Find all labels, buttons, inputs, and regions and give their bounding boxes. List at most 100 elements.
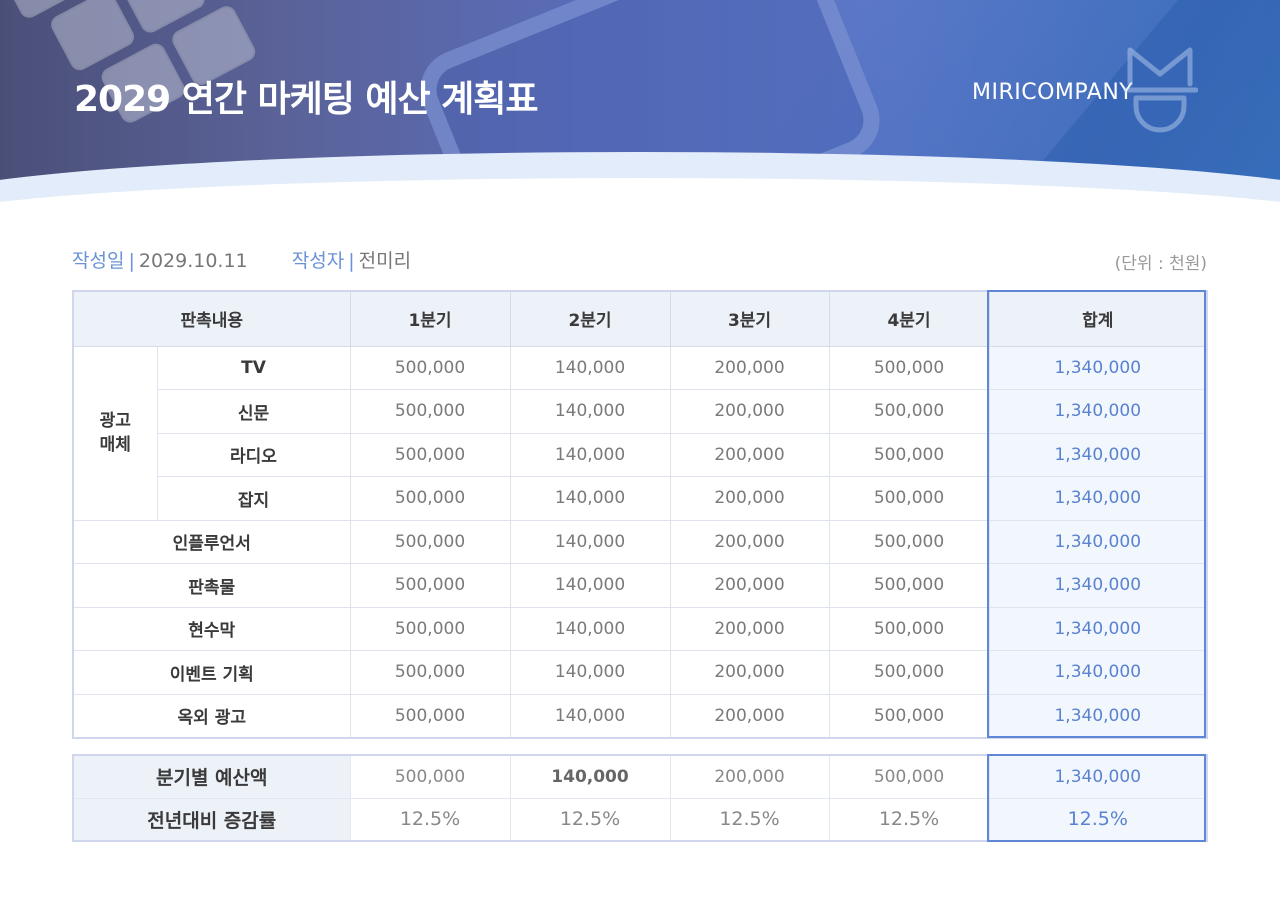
summary-q1: 500,000 — [349, 754, 511, 799]
author-separator: | — [348, 250, 355, 272]
header-banner: 2029 연간 마케팅 예산 계획표 MIRICOMPANY — [0, 0, 1280, 230]
budget-table: 판촉내용 1분기 2분기 3분기 4분기 합계 광고 매체 TV 500,000… — [72, 290, 1208, 739]
cell-q2: 140,000 — [509, 389, 671, 434]
summary-q2: 12.5% — [509, 797, 671, 842]
cell-q2: 140,000 — [509, 345, 671, 390]
summary-row-budget: 분기별 예산액 500,000 140,000 200,000 500,000 … — [72, 754, 1208, 799]
unit-note: (단위 : 천원) — [1114, 254, 1207, 274]
header-q4: 4분기 — [829, 291, 990, 347]
table-row: 판촉물 500,000 140,000 200,000 500,000 1,34… — [72, 563, 1208, 608]
cell-q1: 500,000 — [349, 606, 511, 651]
cell-q4: 500,000 — [828, 519, 990, 564]
row-label: 이벤트 기획 — [72, 650, 351, 695]
row-label: 판촉물 — [72, 563, 351, 608]
table-row: 인플루언서 500,000 140,000 200,000 500,000 1,… — [72, 519, 1208, 564]
summary-q1: 12.5% — [349, 797, 511, 842]
summary-total: 12.5% — [988, 797, 1208, 842]
cell-q3: 200,000 — [669, 345, 830, 390]
document-meta: 작성일 | 2029.10.11 작성자 | 전미리 — [72, 246, 411, 273]
cell-q2: 140,000 — [509, 519, 671, 564]
cell-q3: 200,000 — [669, 519, 830, 564]
cell-q3: 200,000 — [669, 693, 830, 738]
cell-total: 1,340,000 — [988, 389, 1208, 434]
summary-q2: 140,000 — [509, 754, 671, 799]
cell-total: 1,340,000 — [988, 519, 1208, 564]
summary-label: 분기별 예산액 — [72, 754, 351, 799]
header-q1: 1분기 — [350, 291, 511, 347]
summary-q3: 12.5% — [669, 797, 830, 842]
date-value: 2029.10.11 — [138, 250, 248, 272]
cell-total: 1,340,000 — [988, 476, 1208, 521]
summary-q3: 200,000 — [669, 754, 830, 799]
cell-total: 1,340,000 — [988, 345, 1208, 390]
summary-total: 1,340,000 — [988, 754, 1208, 799]
summary-row-growth: 전년대비 증감률 12.5% 12.5% 12.5% 12.5% 12.5% — [72, 797, 1208, 842]
row-label: 인플루언서 — [72, 519, 351, 564]
row-label: TV — [156, 345, 351, 390]
cell-total: 1,340,000 — [988, 563, 1208, 608]
cell-q1: 500,000 — [349, 519, 511, 564]
author-label: 작성자 — [291, 250, 345, 272]
table-row: 광고 매체 TV 500,000 140,000 200,000 500,000… — [72, 345, 1208, 521]
cell-q3: 200,000 — [669, 650, 830, 695]
table-row: 현수막 500,000 140,000 200,000 500,000 1,34… — [72, 606, 1208, 651]
cell-total: 1,340,000 — [988, 432, 1208, 477]
cell-q2: 140,000 — [509, 563, 671, 608]
row-label: 신문 — [156, 389, 351, 434]
cell-q4: 500,000 — [828, 606, 990, 651]
table-header-row: 판촉내용 1분기 2분기 3분기 4분기 합계 — [73, 291, 1208, 347]
cell-q3: 200,000 — [669, 606, 830, 651]
cell-q4: 500,000 — [828, 432, 990, 477]
summary-label: 전년대비 증감률 — [72, 797, 351, 842]
date-label: 작성일 — [72, 250, 125, 272]
header-total: 합계 — [989, 291, 1208, 347]
cell-q1: 500,000 — [349, 432, 511, 477]
row-label: 라디오 — [156, 432, 351, 477]
header-q2: 2분기 — [510, 291, 671, 347]
cell-q4: 500,000 — [828, 345, 990, 390]
cell-q4: 500,000 — [828, 693, 990, 738]
cell-total: 1,340,000 — [988, 606, 1208, 651]
cell-total: 1,340,000 — [988, 693, 1208, 738]
miricompany-logo-icon — [1123, 47, 1198, 133]
cell-q2: 140,000 — [509, 650, 671, 695]
cell-q2: 140,000 — [509, 693, 671, 738]
row-label: 옥외 광고 — [72, 693, 351, 738]
group-ad-media: 광고 매체 — [72, 345, 158, 521]
cell-q3: 200,000 — [669, 563, 830, 608]
page-title: 2029 연간 마케팅 예산 계획표 — [74, 79, 539, 120]
cell-q4: 500,000 — [828, 389, 990, 434]
cell-q3: 200,000 — [669, 476, 830, 521]
table-row: 잡지 500,000 140,000 200,000 500,000 1,340… — [73, 476, 1208, 521]
cell-q3: 200,000 — [669, 389, 830, 434]
cell-q1: 500,000 — [349, 389, 511, 434]
cell-q2: 140,000 — [509, 476, 671, 521]
table-row: 이벤트 기획 500,000 140,000 200,000 500,000 1… — [72, 650, 1208, 695]
cell-q1: 500,000 — [349, 476, 511, 521]
header-promotion: 판촉내용 — [73, 291, 351, 347]
cell-q4: 500,000 — [828, 476, 990, 521]
table-row: 라디오 500,000 140,000 200,000 500,000 1,34… — [73, 432, 1208, 477]
table-row: 신문 500,000 140,000 200,000 500,000 1,340… — [73, 389, 1208, 434]
summary-q4: 500,000 — [828, 754, 990, 799]
header-q3: 3분기 — [670, 291, 830, 347]
summary-q4: 12.5% — [828, 797, 990, 842]
row-label: 잡지 — [156, 476, 351, 521]
cell-q4: 500,000 — [828, 563, 990, 608]
date-separator: | — [128, 250, 135, 272]
cell-q2: 140,000 — [509, 606, 671, 651]
cell-q1: 500,000 — [349, 693, 511, 738]
cell-q1: 500,000 — [349, 563, 511, 608]
brand-name: MIRICOMPANY — [972, 80, 1134, 105]
group-label-line2: 매체 — [99, 435, 131, 455]
wave-divider-inner — [0, 178, 1280, 230]
cell-q1: 500,000 — [349, 650, 511, 695]
cell-q2: 140,000 — [509, 432, 671, 477]
author-value: 전미리 — [358, 250, 412, 272]
cell-q3: 200,000 — [669, 432, 830, 477]
cell-q4: 500,000 — [828, 650, 990, 695]
cell-q1: 500,000 — [349, 345, 511, 390]
row-label: 현수막 — [72, 606, 351, 651]
group-label-line1: 광고 — [99, 411, 131, 431]
summary-table: 분기별 예산액 500,000 140,000 200,000 500,000 … — [72, 754, 1208, 842]
